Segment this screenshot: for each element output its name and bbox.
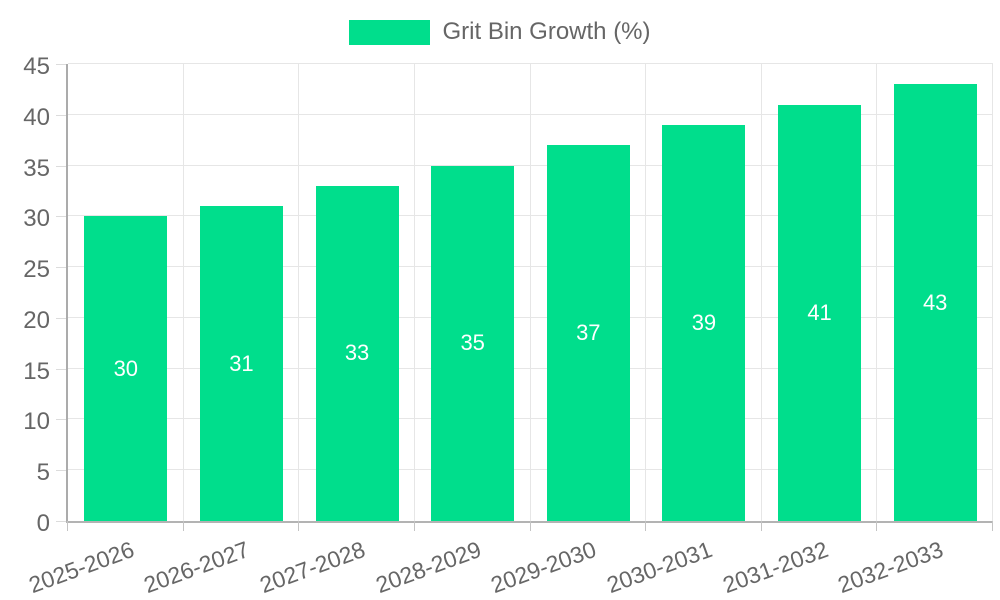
x-axis-tick — [876, 521, 878, 531]
bar-value-label: 31 — [229, 350, 254, 376]
bar-value-label: 39 — [691, 309, 717, 335]
legend[interactable]: Grit Bin Growth (%) — [0, 18, 1000, 46]
x-axis-tick — [992, 521, 993, 531]
bar-2027-2028: 33 — [315, 185, 399, 521]
bar-2031-2032: 41 — [778, 104, 862, 521]
gridline-horizontal — [68, 316, 993, 318]
x-axis-tick — [529, 521, 531, 531]
y-axis-tick-label: 0 — [36, 510, 50, 537]
x-axis-tick — [182, 521, 184, 531]
gridline-horizontal — [68, 113, 993, 115]
gridline-vertical — [298, 64, 300, 521]
gridline-horizontal — [68, 418, 993, 420]
gridline-horizontal — [68, 266, 993, 268]
gridline-vertical — [992, 64, 993, 521]
y-axis-tick-label: 15 — [23, 357, 50, 385]
y-axis-tick — [56, 165, 66, 167]
x-axis-tick — [413, 521, 415, 531]
y-axis-tick — [56, 470, 66, 472]
y-axis-tick — [56, 419, 66, 421]
y-axis-tick-label: 40 — [23, 103, 50, 131]
gridline-horizontal — [68, 367, 993, 369]
x-axis-tick — [298, 521, 300, 531]
y-axis-tick-label: 30 — [23, 205, 50, 233]
y-axis-tick — [56, 521, 66, 522]
bar-2025-2026: 30 — [84, 216, 168, 521]
y-axis-tick-label: 25 — [23, 256, 50, 284]
bar-value-label: 35 — [460, 330, 485, 356]
gridline-horizontal — [68, 63, 993, 64]
y-axis-tick — [56, 216, 66, 218]
bar-2026-2027: 31 — [199, 206, 283, 521]
gridline-horizontal — [68, 215, 993, 217]
y-axis-tick-label: 10 — [23, 408, 50, 436]
gridline-vertical — [529, 64, 531, 521]
x-axis-tick — [760, 521, 762, 531]
y-axis-tick-label: 45 — [23, 53, 50, 80]
y-axis-tick — [56, 64, 66, 65]
bar-2029-2030: 37 — [546, 145, 630, 521]
y-axis-tick-label: 35 — [23, 154, 50, 182]
bar-value-label: 43 — [922, 289, 948, 315]
y-axis-tick-label: 5 — [36, 459, 50, 487]
bar-value-label: 33 — [344, 340, 370, 366]
gridline-vertical — [182, 64, 184, 521]
y-axis-tick-label: 20 — [23, 306, 50, 334]
y-axis-line — [66, 64, 68, 521]
bar-value-label: 30 — [113, 355, 139, 381]
y-axis-tick — [56, 368, 66, 370]
gridline-horizontal — [68, 469, 993, 471]
legend-swatch — [349, 19, 431, 45]
legend-label: Grit Bin Growth (%) — [442, 18, 651, 45]
x-axis-tick — [645, 521, 647, 531]
gridline-vertical — [413, 64, 415, 521]
bar-value-label: 37 — [576, 320, 601, 346]
bar-2028-2029: 35 — [431, 165, 515, 521]
gridline-vertical — [876, 64, 878, 521]
x-axis-tick — [67, 521, 68, 531]
bar-2030-2031: 39 — [662, 124, 746, 521]
gridline-vertical — [645, 64, 647, 521]
plot-area: 30 31 33 35 37 39 41 43 — [66, 63, 993, 523]
y-axis-tick — [56, 114, 66, 116]
gridline-vertical — [760, 64, 762, 521]
y-axis-tick — [56, 317, 66, 319]
gridline-horizontal — [68, 164, 993, 166]
y-axis-tick — [56, 267, 66, 269]
bar-2032-2033: 43 — [893, 84, 977, 521]
bar-value-label: 41 — [807, 299, 832, 325]
